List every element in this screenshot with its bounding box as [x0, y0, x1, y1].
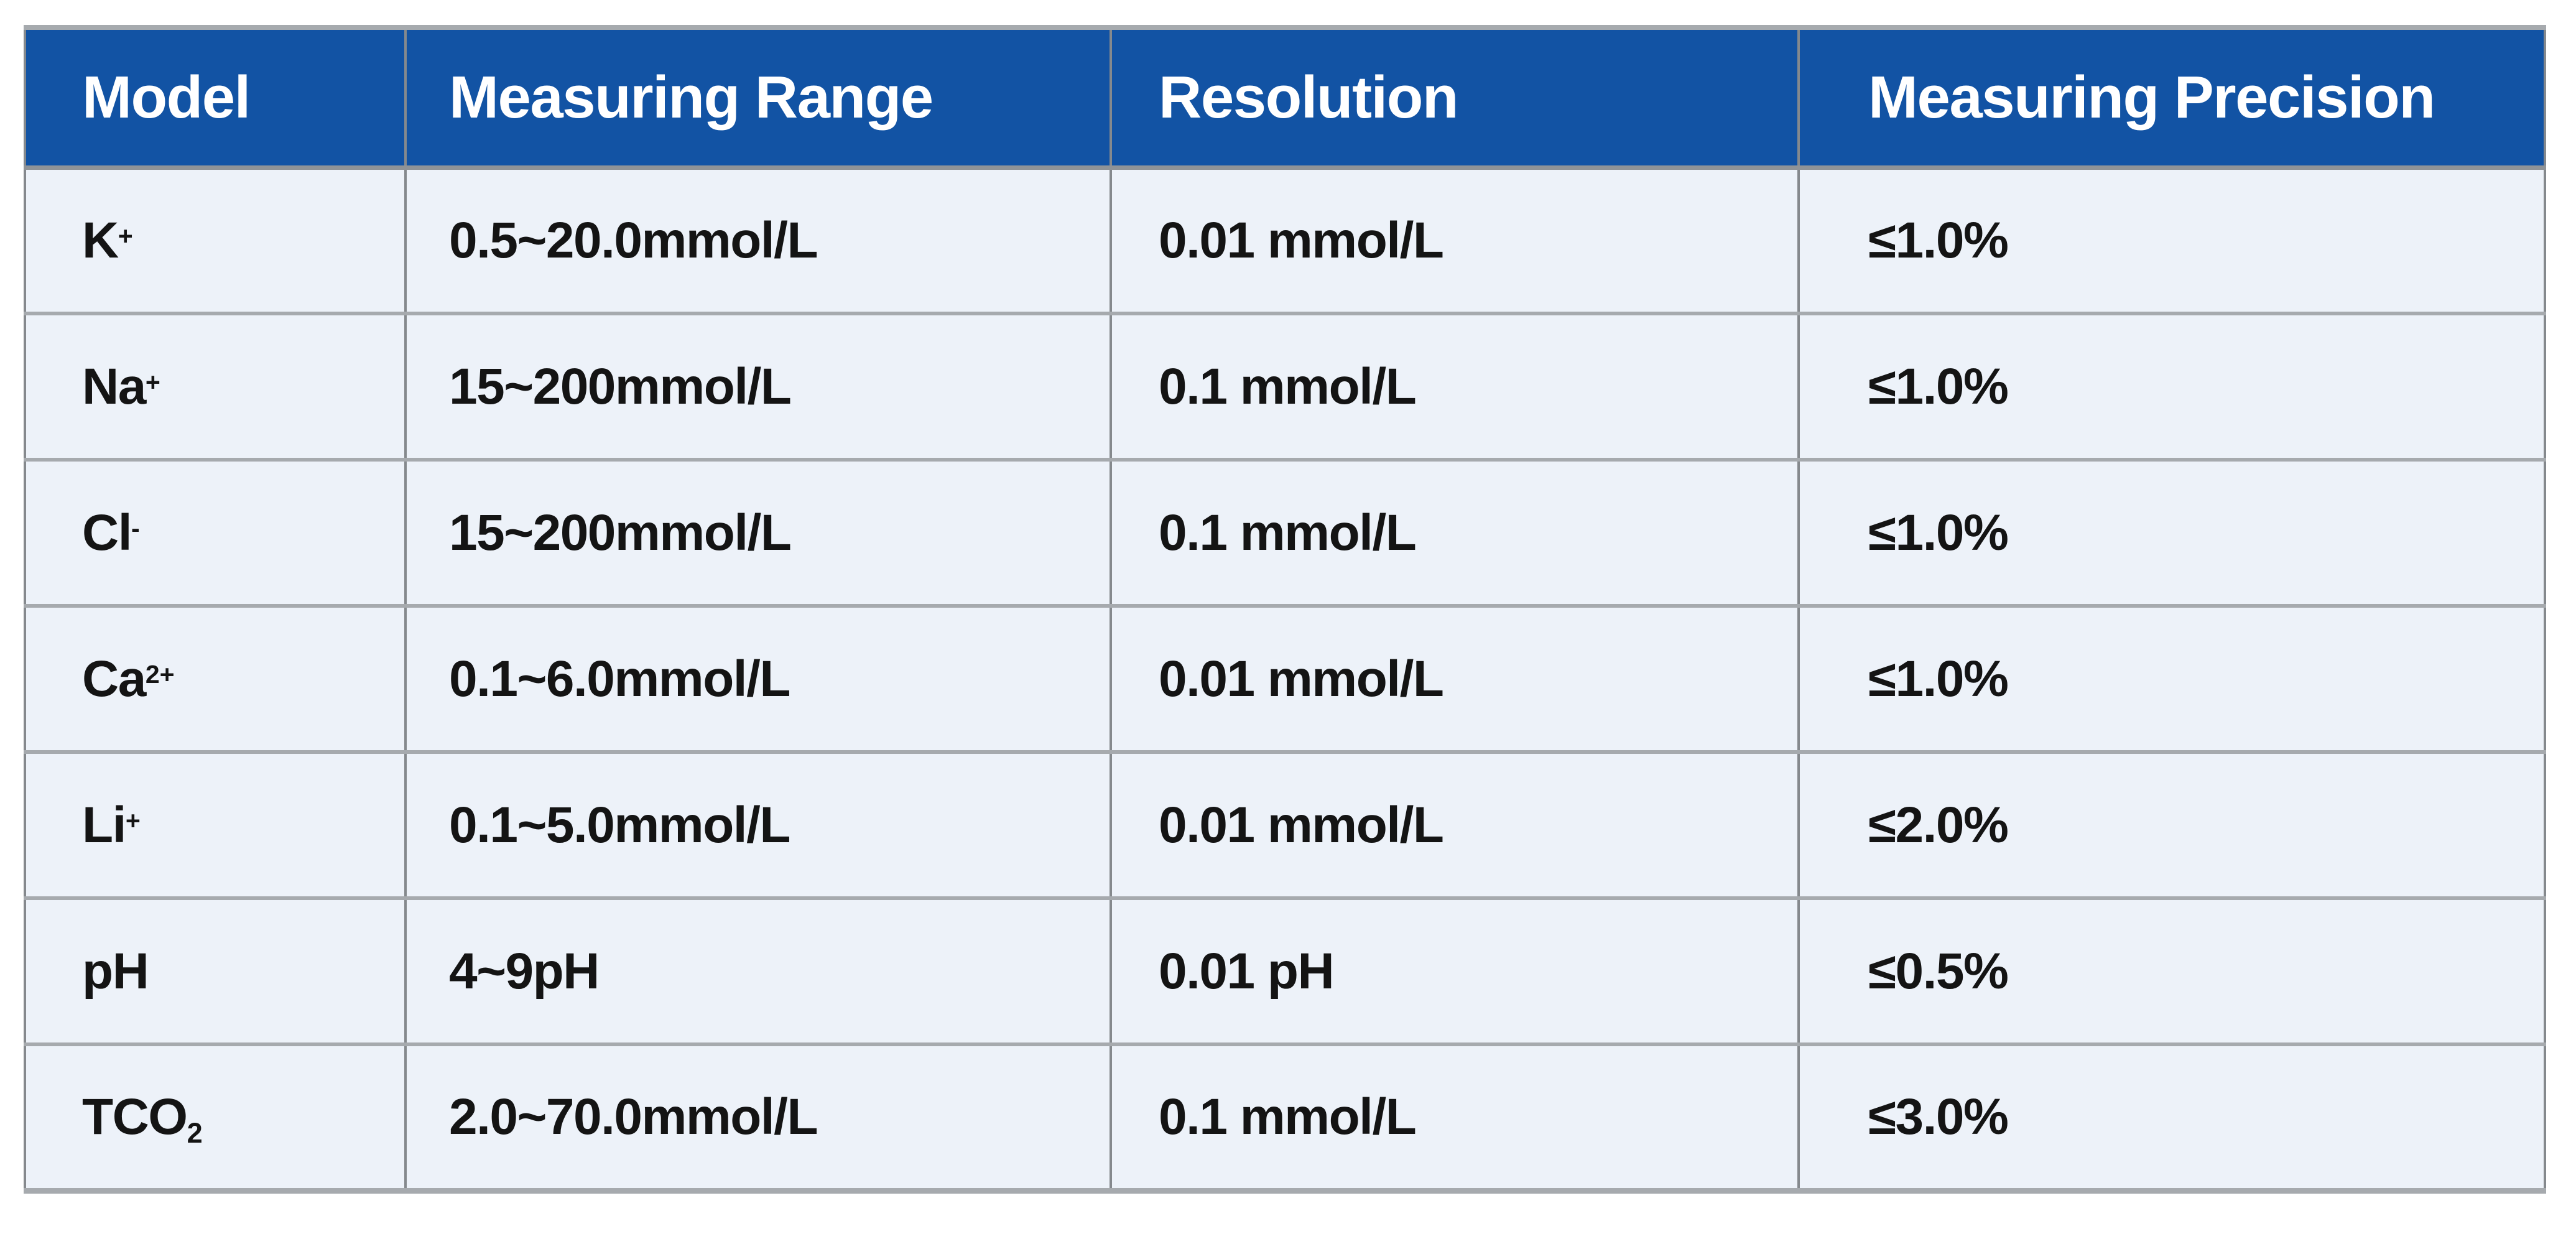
table-row: Na+ 15~200mmol/L 0.1 mmol/L ≤1.0% [25, 312, 2545, 460]
model-cell: pH [25, 896, 405, 1044]
model-label: K [82, 211, 119, 269]
resolution-cell: 0.01 mmol/L [1110, 750, 1799, 898]
table-row: Cl- 15~200mmol/L 0.1 mmol/L ≤1.0% [25, 458, 2545, 606]
measuring-precision-cell: ≤1.0% [1797, 167, 2545, 313]
measuring-range-cell: 15~200mmol/L [404, 312, 1111, 460]
measuring-range-cell: 4~9pH [404, 896, 1111, 1044]
measuring-range-cell: 0.1~5.0mmol/L [404, 750, 1111, 898]
measuring-precision-cell: ≤1.0% [1797, 312, 2545, 460]
model-label: Ca [82, 650, 146, 707]
measuring-range-cell: 15~200mmol/L [404, 458, 1111, 606]
model-cell: Cl- [25, 458, 405, 606]
resolution-cell: 0.1 mmol/L [1110, 312, 1799, 460]
model-script: + [118, 221, 133, 251]
model-script: + [145, 368, 160, 396]
resolution-cell: 0.1 mmol/L [1110, 1042, 1799, 1191]
resolution-cell: 0.01 mmol/L [1110, 604, 1799, 752]
measuring-precision-cell: ≤0.5% [1797, 896, 2545, 1044]
model-label: pH [82, 942, 149, 1000]
spec-table-header: Model Measuring Range Resolution Measuri… [25, 27, 2545, 170]
measuring-precision-cell: ≤2.0% [1797, 750, 2545, 898]
table-row: pH 4~9pH 0.01 pH ≤0.5% [25, 896, 2545, 1044]
spec-table-body: K+ 0.5~20.0mmol/L 0.01 mmol/L ≤1.0% Na+ … [25, 167, 2545, 1191]
model-label: Cl [82, 504, 132, 561]
resolution-cell: 0.01 pH [1110, 896, 1799, 1044]
column-header-measuring-precision: Measuring Precision [1797, 27, 2545, 170]
model-script: + [125, 806, 141, 835]
table-row: K+ 0.5~20.0mmol/L 0.01 mmol/L ≤1.0% [25, 167, 2545, 313]
measuring-precision-cell: ≤1.0% [1797, 458, 2545, 606]
model-script: 2 [187, 1117, 203, 1149]
model-script: 2+ [145, 660, 175, 689]
measuring-range-cell: 0.1~6.0mmol/L [404, 604, 1111, 752]
table-row: Li+ 0.1~5.0mmol/L 0.01 mmol/L ≤2.0% [25, 750, 2545, 898]
model-label: TCO [82, 1088, 188, 1145]
model-cell: Ca2+ [25, 604, 405, 752]
measuring-range-cell: 2.0~70.0mmol/L [404, 1042, 1111, 1191]
measuring-precision-cell: ≤1.0% [1797, 604, 2545, 752]
measuring-range-cell: 0.5~20.0mmol/L [404, 167, 1111, 313]
model-cell: TCO2 [25, 1042, 405, 1191]
column-header-model: Model [25, 27, 405, 170]
model-label: Li [82, 796, 126, 853]
model-cell: Na+ [25, 312, 405, 460]
measuring-precision-cell: ≤3.0% [1797, 1042, 2545, 1191]
model-cell: Li+ [25, 750, 405, 898]
column-header-resolution: Resolution [1110, 27, 1799, 170]
model-label: Na [82, 358, 146, 415]
model-script: - [131, 514, 140, 542]
header-row: Model Measuring Range Resolution Measuri… [25, 27, 2545, 170]
column-header-measuring-range: Measuring Range [404, 27, 1111, 170]
resolution-cell: 0.1 mmol/L [1110, 458, 1799, 606]
table-row: Ca2+ 0.1~6.0mmol/L 0.01 mmol/L ≤1.0% [25, 604, 2545, 752]
spec-table: Model Measuring Range Resolution Measuri… [24, 25, 2546, 1194]
model-cell: K+ [25, 167, 405, 313]
resolution-cell: 0.01 mmol/L [1110, 167, 1799, 313]
table-row: TCO2 2.0~70.0mmol/L 0.1 mmol/L ≤3.0% [25, 1042, 2545, 1191]
